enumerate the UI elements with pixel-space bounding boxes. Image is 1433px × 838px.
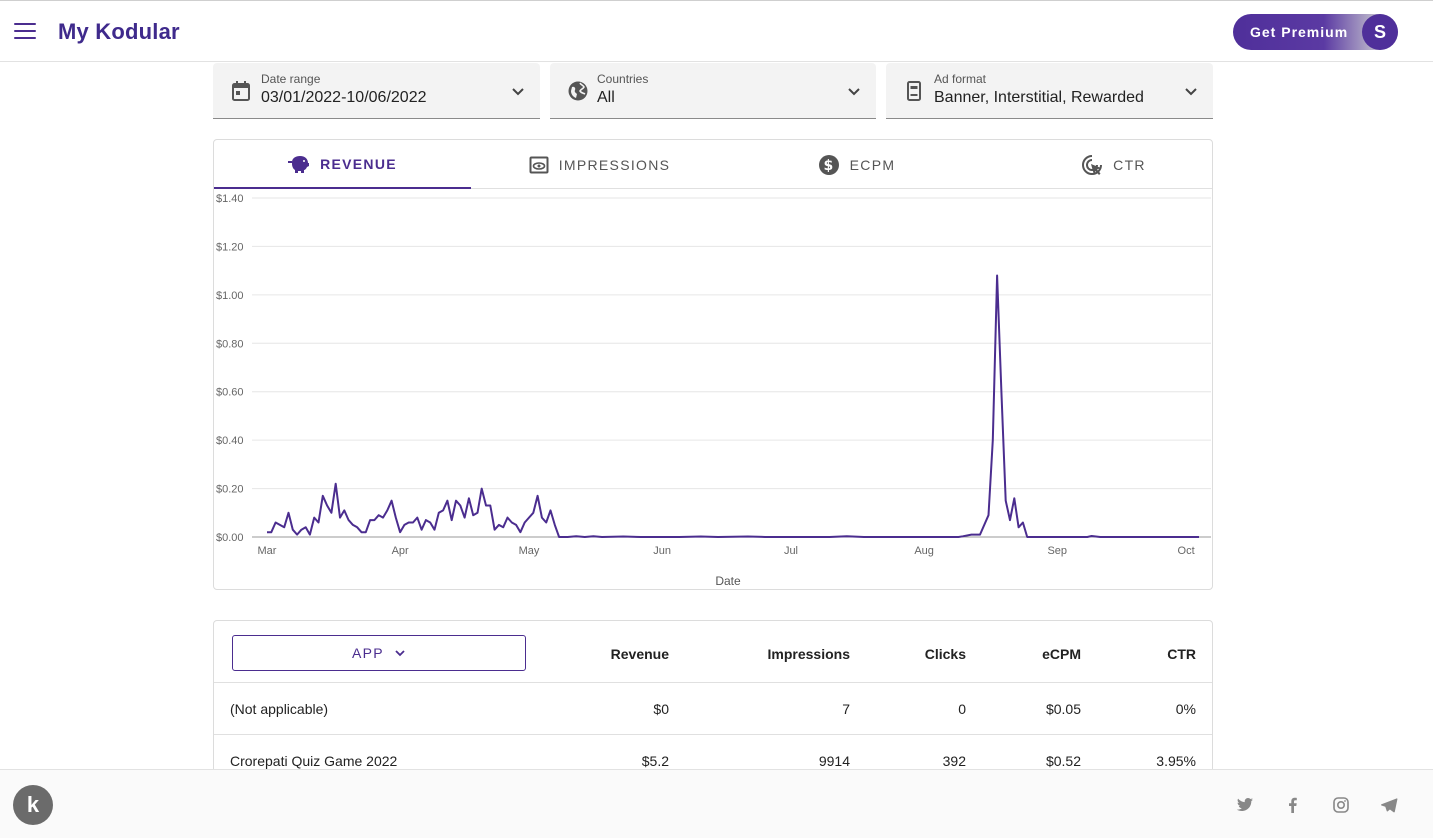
ad-format-value: Banner, Interstitial, Rewarded	[934, 89, 1144, 106]
x-tick-label: Jul	[784, 545, 798, 557]
date-range-select[interactable]: Date range 03/01/2022-10/06/2022	[213, 63, 540, 119]
group-by-label: APP	[352, 645, 384, 661]
chevron-down-icon	[1185, 88, 1197, 96]
column-header-clicks[interactable]: Clicks	[924, 646, 966, 662]
x-tick-label: Apr	[392, 545, 409, 557]
y-tick-label: $1.20	[216, 241, 244, 253]
data-table: APP Revenue Impressions Clicks eCPM CTR …	[213, 620, 1213, 780]
countries-label: Countries	[597, 72, 649, 86]
column-header-ctr[interactable]: CTR	[1167, 646, 1196, 662]
tab-ecpm[interactable]: $ ECPM	[728, 140, 985, 189]
facebook-icon[interactable]	[1284, 796, 1302, 814]
tab-impressions[interactable]: IMPRESSIONS	[471, 140, 728, 189]
tab-ctr[interactable]: CTR	[985, 140, 1242, 189]
x-tick-label: Oct	[1178, 545, 1195, 557]
tab-revenue[interactable]: REVENUE	[214, 140, 471, 189]
twitter-icon[interactable]	[1236, 796, 1254, 814]
chevron-down-icon	[512, 88, 524, 96]
row-ctr: 3.95%	[1156, 753, 1196, 769]
column-header-revenue[interactable]: Revenue	[610, 646, 669, 662]
table-row[interactable]: (Not applicable) $0 7 0 $0.05 0%	[214, 682, 1212, 734]
date-range-value: 03/01/2022-10/06/2022	[261, 89, 427, 106]
ad-format-select[interactable]: Ad format Banner, Interstitial, Rewarded	[886, 63, 1213, 119]
x-tick-label: Sep	[1047, 545, 1067, 557]
y-tick-label: $1.40	[216, 193, 244, 205]
x-axis-label: Date	[715, 574, 741, 588]
globe-icon	[568, 81, 588, 101]
chevron-down-icon	[395, 650, 405, 657]
group-by-app-select[interactable]: APP	[232, 635, 526, 671]
dollar-icon: $	[818, 154, 839, 175]
ad-format-label: Ad format	[934, 72, 987, 86]
row-ctr: 0%	[1175, 701, 1196, 717]
y-tick-label: $1.00	[216, 290, 244, 302]
row-impressions: 9914	[818, 753, 850, 769]
revenue-series-line	[267, 274, 1199, 538]
calendar-icon	[232, 81, 250, 101]
avatar[interactable]: S	[1362, 14, 1398, 50]
row-clicks: 0	[958, 701, 966, 717]
ad-format-icon	[907, 81, 921, 101]
row-app-name: (Not applicable)	[230, 701, 329, 717]
metric-tabs: REVENUE IMPRESSIONS $ ECPM CTR	[214, 140, 1212, 189]
y-tick-label: $0.80	[216, 338, 244, 350]
kodular-logo[interactable]: k	[13, 785, 53, 825]
eye-icon	[529, 156, 549, 173]
revenue-line-chart: $0.00 $0.20 $0.40 $0.60 $0.80 $1.00 $1.20 $1.40…	[216, 193, 1211, 588]
x-tick-label: Aug	[914, 545, 934, 557]
row-clicks: 392	[942, 753, 966, 769]
tab-ecpm-label: ECPM	[849, 156, 896, 173]
svg-text:$: $	[823, 158, 834, 174]
get-premium-button[interactable]: Get Premium S	[1233, 14, 1398, 50]
get-premium-label: Get Premium	[1250, 24, 1349, 40]
tab-revenue-label: REVENUE	[320, 155, 397, 172]
row-ecpm: $0.52	[1045, 753, 1081, 769]
x-tick-label: Mar	[258, 545, 277, 557]
y-tick-label: $0.20	[216, 484, 244, 496]
table-row[interactable]: Crorepati Quiz Game 2022 $5.2 9914 392 $…	[214, 734, 1212, 779]
chevron-down-icon	[848, 88, 860, 96]
tab-ctr-label: CTR	[1113, 156, 1146, 173]
column-header-impressions[interactable]: Impressions	[767, 646, 850, 662]
telegram-icon[interactable]	[1380, 796, 1398, 814]
piggy-bank-icon	[288, 155, 310, 173]
row-revenue: $5.2	[641, 753, 669, 769]
row-impressions: 7	[842, 701, 850, 717]
click-icon	[1082, 154, 1103, 175]
hamburger-menu-icon[interactable]	[14, 23, 36, 41]
y-tick-label: $0.00	[216, 532, 244, 544]
brand-title[interactable]: My Kodular	[58, 19, 180, 44]
row-app-name: Crorepati Quiz Game 2022	[230, 753, 398, 769]
countries-value: All	[597, 89, 615, 106]
y-tick-label: $0.40	[216, 435, 244, 447]
top-app-bar: My Kodular Get Premium S	[0, 0, 1433, 62]
x-tick-label: Jun	[653, 545, 671, 557]
tab-impressions-label: IMPRESSIONS	[558, 156, 671, 173]
row-ecpm: $0.05	[1045, 701, 1081, 717]
column-header-ecpm[interactable]: eCPM	[1042, 646, 1081, 662]
instagram-icon[interactable]	[1332, 796, 1350, 814]
date-range-label: Date range	[261, 72, 321, 86]
x-tick-label: May	[519, 545, 540, 557]
row-revenue: $0	[653, 701, 669, 717]
countries-select[interactable]: Countries All	[550, 63, 876, 119]
footer: k	[0, 769, 1433, 838]
chart-card: REVENUE IMPRESSIONS $ ECPM CTR	[213, 139, 1213, 590]
y-tick-label: $0.60	[216, 387, 244, 399]
